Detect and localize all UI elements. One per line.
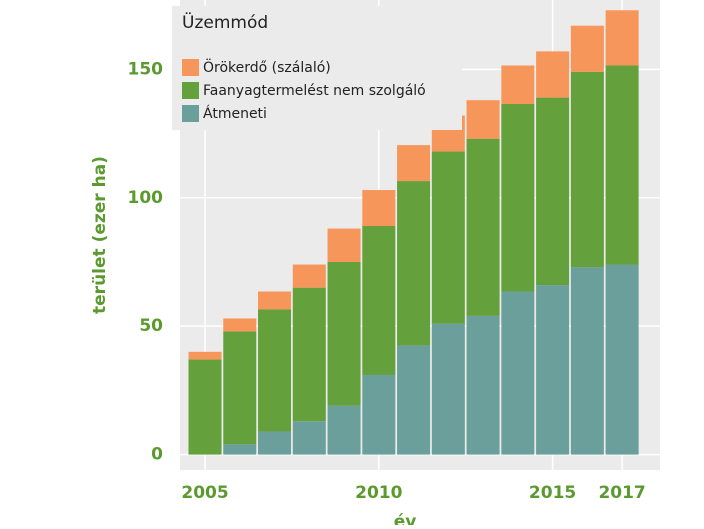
y-tick-label: 100 — [128, 188, 164, 208]
bar-segment — [570, 71, 604, 268]
bar-segment — [397, 145, 431, 182]
legend-label: Faanyagtermelést nem szolgáló — [203, 83, 426, 99]
bar-segment — [536, 285, 570, 455]
legend-swatch — [182, 105, 199, 122]
bar-segment — [223, 444, 257, 455]
bar-segment — [466, 138, 500, 316]
x-tick-label: 2015 — [529, 483, 576, 503]
bar-segment — [466, 315, 500, 455]
legend-background — [172, 6, 462, 130]
bar-segment — [362, 226, 396, 375]
bar-segment — [327, 405, 361, 455]
bar-segment — [188, 359, 222, 455]
bar-segment — [292, 421, 326, 455]
legend-swatch — [182, 82, 199, 99]
bar-segment — [605, 264, 639, 455]
y-tick-label: 150 — [128, 59, 164, 79]
bar-segment — [501, 65, 535, 105]
y-tick-label: 50 — [139, 316, 163, 336]
bar-segment — [397, 345, 431, 455]
bar-segment — [431, 323, 465, 455]
bar-segment — [362, 374, 396, 455]
legend-swatch — [182, 59, 199, 76]
bar-segment — [501, 291, 535, 455]
y-axis-label: terület (ezer ha) — [90, 156, 110, 314]
legend-title: Üzemmód — [182, 11, 268, 33]
bar-segment — [292, 264, 326, 288]
bar-segment — [397, 181, 431, 346]
bar-segment — [327, 228, 361, 262]
bar-segment — [536, 51, 570, 98]
bar-segment — [223, 331, 257, 445]
bar-segment — [501, 104, 535, 292]
bar-segment — [188, 351, 222, 360]
legend-label: Átmeneti — [203, 105, 267, 122]
bar-segment — [570, 25, 604, 72]
bar-segment — [431, 151, 465, 324]
legend-label: Örökerdő (szálaló) — [203, 58, 331, 76]
bar-segment — [362, 190, 396, 227]
bar-segment — [605, 65, 639, 265]
x-tick-label: 2010 — [355, 483, 402, 503]
bar-segment — [466, 100, 500, 139]
y-tick-label: 0 — [151, 445, 163, 465]
x-axis-label: év — [394, 512, 417, 525]
x-tick-label: 2017 — [598, 483, 645, 503]
bar-segment — [223, 318, 257, 332]
x-tick-label: 2005 — [181, 483, 228, 503]
bar-segment — [292, 287, 326, 422]
bar-segment — [536, 97, 570, 286]
bar-segment — [605, 10, 639, 66]
bar-segment — [258, 309, 292, 432]
bar-segment — [327, 261, 361, 406]
bar-segment — [570, 267, 604, 455]
bar-segment — [258, 431, 292, 455]
bar-segment — [258, 291, 292, 310]
